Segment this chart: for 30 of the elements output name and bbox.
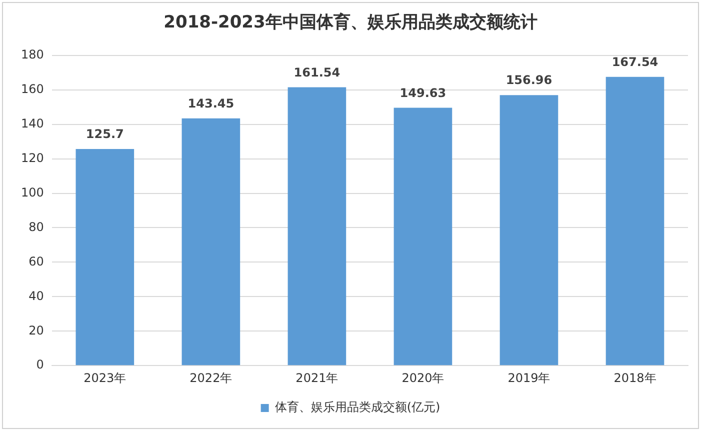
data-label: 143.45	[188, 96, 234, 111]
y-tick-label: 120	[21, 150, 44, 165]
bar	[394, 108, 452, 366]
y-tick-label: 40	[28, 288, 44, 303]
chart-title: 2018-2023年中国体育、娱乐用品类成交额统计	[164, 12, 538, 33]
bar	[182, 118, 240, 366]
x-tick-label: 2021年	[296, 370, 338, 385]
data-label: 156.96	[506, 73, 552, 88]
bar	[500, 95, 558, 366]
x-tick-label: 2023年	[84, 370, 126, 385]
data-label: 125.7	[86, 127, 124, 142]
y-tick-label: 100	[21, 185, 44, 200]
y-tick-label: 140	[21, 116, 44, 130]
data-label: 149.63	[400, 86, 446, 100]
y-tick-label: 160	[21, 82, 44, 96]
bar	[606, 76, 664, 366]
x-tick-label: 2022年	[190, 370, 232, 385]
x-tick-label: 2019年	[508, 370, 550, 385]
y-tick-label: 180	[21, 48, 44, 62]
bar	[288, 87, 346, 366]
legend-label: 体育、娱乐用品类成交额(亿元)	[274, 400, 440, 414]
bar	[76, 148, 134, 366]
y-tick-label: 80	[28, 220, 44, 234]
y-tick-label: 20	[28, 323, 44, 338]
x-tick-label: 2018年	[614, 370, 656, 385]
data-label: 167.54	[612, 55, 658, 69]
y-tick-label: 60	[28, 254, 44, 268]
data-label: 161.54	[294, 65, 340, 80]
x-tick-label: 2020年	[402, 370, 444, 385]
y-tick-label: 0	[36, 358, 44, 372]
